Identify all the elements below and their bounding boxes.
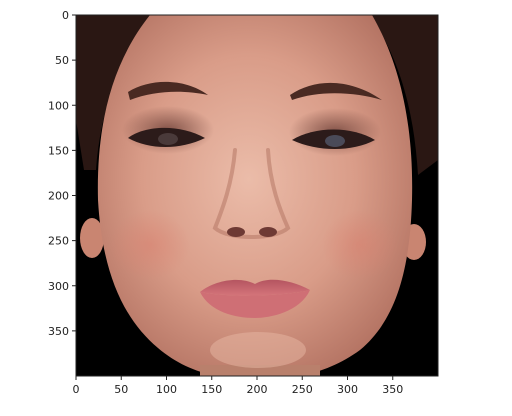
y-axis: 0 50 100 150 200 250 300 350 <box>48 9 76 338</box>
x-tick-label: 200 <box>247 383 268 396</box>
nostril-right <box>259 227 277 237</box>
cheek-right <box>322 210 398 280</box>
x-tick-label: 100 <box>156 383 177 396</box>
ear-left <box>80 218 104 258</box>
lower-lip <box>200 290 310 318</box>
y-tick-label: 250 <box>48 235 69 248</box>
eyebrow-right <box>290 82 382 100</box>
face <box>97 15 413 376</box>
x-tick-label: 250 <box>292 383 313 396</box>
y-tick-label: 200 <box>48 190 69 203</box>
iris-left <box>158 133 178 145</box>
upper-lip <box>200 279 310 296</box>
x-tick-label: 150 <box>201 383 222 396</box>
hair-right <box>370 15 438 175</box>
y-tick-label: 0 <box>62 9 69 22</box>
nose <box>212 148 291 239</box>
x-tick-label: 0 <box>73 383 80 396</box>
x-tick-label: 50 <box>114 383 128 396</box>
y-tick-label: 150 <box>48 144 69 157</box>
chin <box>210 332 306 368</box>
neck <box>200 365 320 376</box>
y-tick-label: 50 <box>55 54 69 67</box>
iris-right <box>325 135 345 147</box>
x-tick-label: 300 <box>337 383 358 396</box>
eyebrow-left <box>128 81 208 100</box>
x-tick-label: 350 <box>382 383 403 396</box>
hair-left <box>76 15 150 170</box>
y-tick-label: 350 <box>48 325 69 338</box>
y-tick-label: 100 <box>48 99 69 112</box>
portrait-image <box>76 15 438 376</box>
y-tick-label: 300 <box>48 280 69 293</box>
cheek-left <box>110 210 190 280</box>
x-axis: 0 50 100 150 200 250 300 350 <box>73 376 403 396</box>
nostril-left <box>227 227 245 237</box>
